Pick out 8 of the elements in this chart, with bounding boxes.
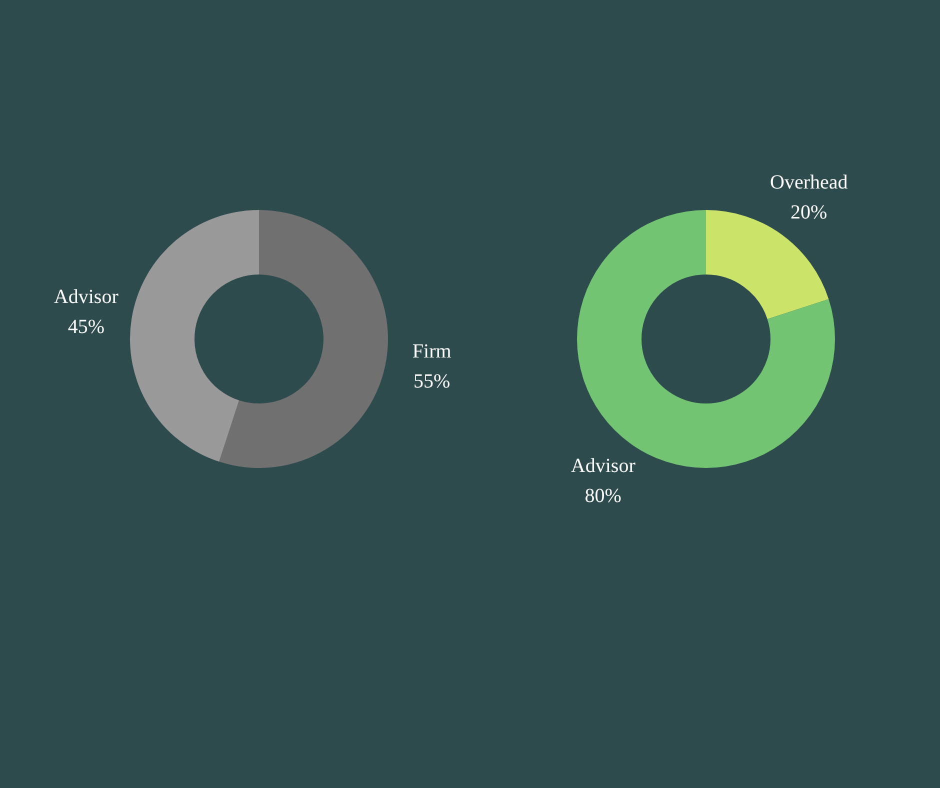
- slice-label: Advisor: [54, 286, 119, 308]
- slice-label: Firm: [412, 340, 452, 363]
- data-label: 45%: [68, 316, 104, 338]
- slice-label: Overhead: [770, 172, 848, 194]
- data-label: 20%: [790, 202, 828, 224]
- data-label: 80%: [584, 484, 622, 507]
- data-label: 55%: [414, 370, 450, 393]
- slice-label: Advisor: [570, 454, 636, 477]
